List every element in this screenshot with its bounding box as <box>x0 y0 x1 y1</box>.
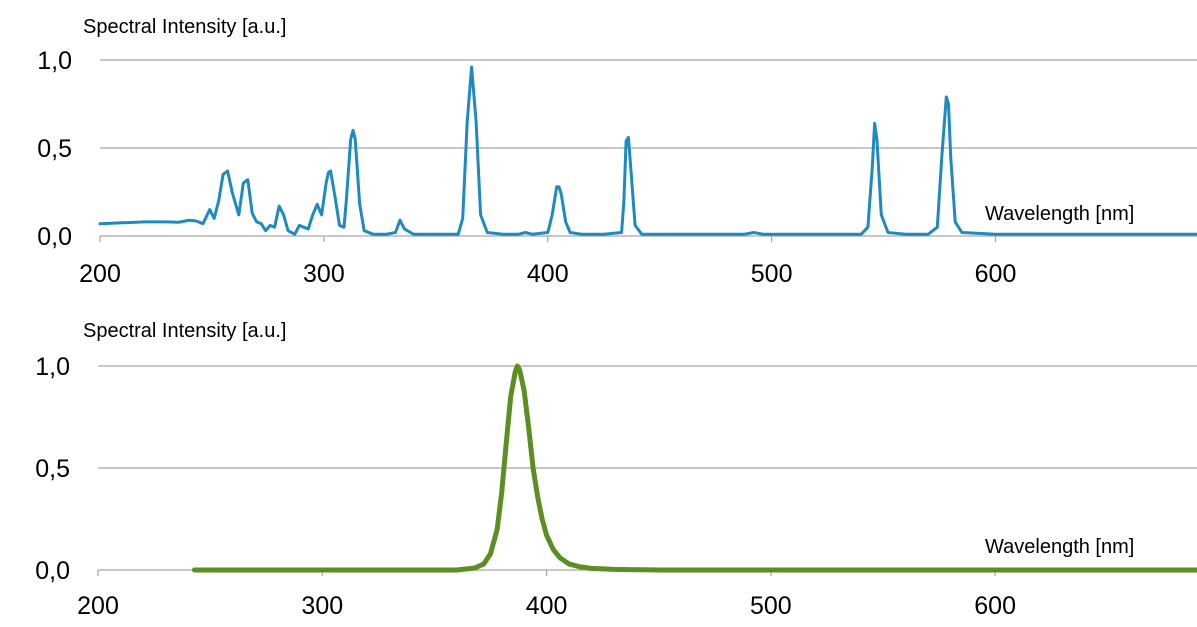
top-y-axis-title: Spectral Intensity [a.u.] <box>83 16 286 38</box>
chart-top: Spectral Intensity [a.u.] Wavelength [nm… <box>37 16 1197 288</box>
y-tick-label: 0,0 <box>37 223 72 251</box>
x-tick-label: 500 <box>750 592 792 620</box>
top-y-tick-labels: 0,0 0,5 1,0 <box>37 47 72 251</box>
y-tick-label: 1,0 <box>35 353 70 381</box>
bottom-x-tick-labels: 200 300 400 500 600 <box>77 592 1016 620</box>
x-tick-label: 600 <box>974 592 1016 620</box>
series-line <box>98 65 1197 236</box>
top-gridlines <box>99 59 1197 242</box>
x-tick-label: 200 <box>77 592 119 620</box>
series-line <box>191 363 1197 573</box>
bottom-x-axis-title: Wavelength [nm] <box>985 536 1134 558</box>
x-tick-label: 300 <box>301 592 343 620</box>
y-tick-label: 0,0 <box>35 557 70 585</box>
top-series-group <box>98 65 1197 236</box>
x-tick-label: 400 <box>527 260 569 288</box>
top-x-tick-labels: 200 300 400 500 600 <box>79 260 1016 288</box>
x-tick-label: 500 <box>751 260 793 288</box>
y-tick-label: 0,5 <box>37 135 72 163</box>
bottom-y-axis-title: Spectral Intensity [a.u.] <box>83 320 286 342</box>
y-tick-label: 0,5 <box>35 455 70 483</box>
x-tick-label: 200 <box>79 260 121 288</box>
bottom-series-group <box>191 363 1197 573</box>
y-tick-label: 1,0 <box>37 47 72 75</box>
chart-bottom: Spectral Intensity [a.u.] Wavelength [nm… <box>35 320 1197 620</box>
x-tick-label: 300 <box>303 260 345 288</box>
bottom-y-tick-labels: 0,0 0,5 1,0 <box>35 353 70 585</box>
x-tick-label: 600 <box>975 260 1017 288</box>
top-x-axis-title: Wavelength [nm] <box>985 203 1134 225</box>
x-tick-label: 400 <box>526 592 568 620</box>
